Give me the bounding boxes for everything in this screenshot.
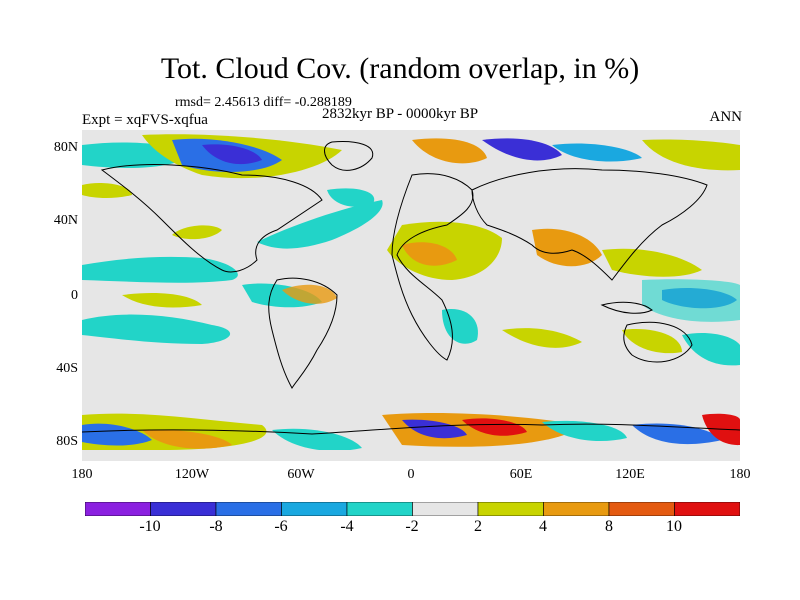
chart-title: Tot. Cloud Cov. (random overlap, in %) xyxy=(160,52,640,85)
colorbar-label: -8 xyxy=(209,518,223,535)
colorbar-swatch xyxy=(346,502,413,516)
colorbar-swatch xyxy=(412,502,479,516)
period-label: 2832kyr BP - 0000kyr BP xyxy=(322,106,479,122)
lat-label-40n: 40N xyxy=(53,213,78,228)
lat-label-80n: 80N xyxy=(53,140,78,155)
lat-label-40s: 40S xyxy=(56,361,78,376)
colorbar-swatch xyxy=(150,502,217,516)
colorbar xyxy=(85,502,740,516)
colorbar-label: -6 xyxy=(274,518,288,535)
lon-label-0: 0 xyxy=(407,467,415,482)
colorbar-label: -2 xyxy=(405,518,419,535)
colorbar-label: -4 xyxy=(340,518,354,535)
rmsd-diff-stats: rmsd= 2.45613 diff= -0.288189 xyxy=(175,95,352,110)
lat-label-80s: 80S xyxy=(56,434,78,449)
colorbar-swatch xyxy=(543,502,610,516)
coastlines xyxy=(82,141,740,435)
lon-label-60w: 60W xyxy=(287,467,315,482)
colorbar-label: 8 xyxy=(605,518,613,535)
world-map-plot xyxy=(82,130,740,461)
colorbar-swatch xyxy=(608,502,675,516)
lon-label-120e: 120E xyxy=(615,467,645,482)
colorbar-label: 2 xyxy=(474,518,482,535)
colorbar-swatch xyxy=(674,502,740,516)
lon-label-60e: 60E xyxy=(509,467,533,482)
lat-label-0: 0 xyxy=(71,288,78,303)
lon-label-180w: 180 xyxy=(71,467,93,482)
experiment-label: Expt = xqFVS-xqfua xyxy=(82,112,208,128)
colorbar-label: 10 xyxy=(666,518,682,535)
colorbar-swatch xyxy=(281,502,348,516)
colorbar-label: -10 xyxy=(139,518,161,535)
colorbar-swatch xyxy=(215,502,282,516)
lon-label-180e: 180 xyxy=(729,467,751,482)
season-label: ANN xyxy=(709,109,743,125)
colorbar-swatch xyxy=(477,502,544,516)
colorbar-label: 4 xyxy=(539,518,547,535)
anomaly-patches xyxy=(82,134,740,461)
colorbar-swatch xyxy=(85,502,151,516)
lon-label-120w: 120W xyxy=(174,467,210,482)
